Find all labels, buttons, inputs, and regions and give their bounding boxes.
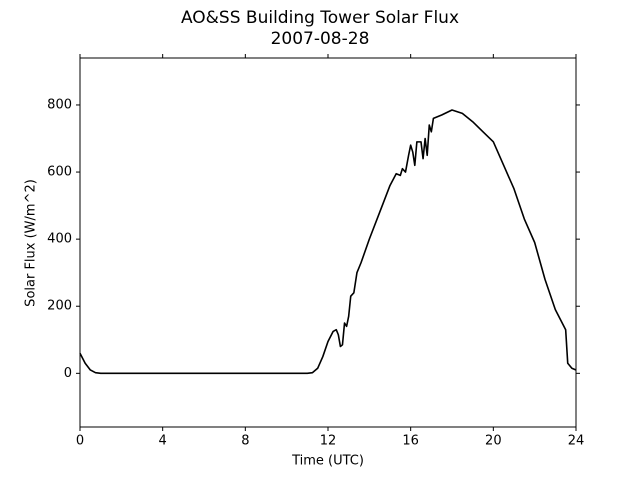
chart-subtitle: 2007-08-28 — [271, 29, 370, 49]
chart-title: AO&SS Building Tower Solar Flux — [181, 8, 459, 28]
x-axis-label: Time (UTC) — [291, 454, 364, 469]
y-tick-label: 600 — [47, 165, 72, 180]
data-line — [79, 109, 577, 375]
x-tick-label: 12 — [320, 434, 337, 449]
x-tick-label: 16 — [402, 434, 419, 449]
x-tick-label: 8 — [241, 434, 249, 449]
y-tick-label: 0 — [64, 366, 72, 381]
y-tick-label: 800 — [47, 97, 72, 112]
y-tick-label: 400 — [47, 232, 72, 247]
x-tick-label: 24 — [568, 434, 585, 449]
x-tick-label: 4 — [159, 434, 167, 449]
y-axis-label: Solar Flux (W/m^2) — [24, 179, 39, 307]
plot-frame — [79, 57, 577, 428]
x-tick-label: 20 — [485, 434, 502, 449]
x-tick-label: 0 — [76, 434, 84, 449]
y-tick-label: 200 — [47, 299, 72, 314]
